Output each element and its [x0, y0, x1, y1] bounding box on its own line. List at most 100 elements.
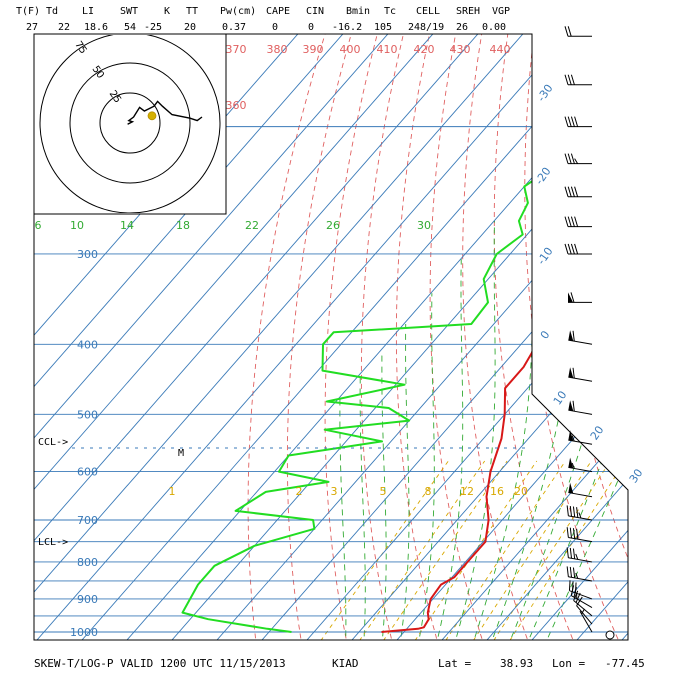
moist-adiabat-line: [435, 259, 464, 640]
dry-adiabat-line: [638, 15, 680, 648]
wetbulb-labels: 6 10 14 18 22 26 30: [35, 219, 432, 232]
pressure-label: 600: [77, 466, 98, 479]
moist-adiabat-line: [417, 293, 435, 640]
pressure-label: 1000: [70, 626, 98, 639]
mixing-ratio-label: 20: [514, 485, 528, 498]
footer-station: KIAD: [332, 657, 359, 670]
dry-adiabat-line: [286, 34, 358, 640]
dry-adiabat-line: [553, 34, 628, 640]
header-value: 26: [456, 22, 468, 33]
hodograph-ring: [99, 92, 161, 154]
isotherm-line: [152, 34, 628, 640]
moist-adiabat-line: [525, 126, 628, 640]
dry-adiabat-line: [395, 34, 440, 640]
header-value: 0: [308, 22, 314, 33]
hodograph-frame: [33, 33, 227, 215]
mixing-ratio-labels: 1 2 3 5 8 12 16 20: [169, 485, 529, 498]
theta-label: 380: [267, 43, 288, 56]
footer-lat: 38.93: [500, 657, 533, 670]
moist-adiabat-line: [359, 374, 366, 640]
theta-label: 440: [490, 43, 511, 56]
dry-adiabat-line: [524, 34, 623, 640]
wind-barb: [568, 330, 593, 345]
wind-barbs: [564, 26, 615, 640]
wind-barb: [566, 547, 593, 563]
isotherm-label: -10: [535, 245, 556, 267]
dry-adiabat-line: [360, 34, 409, 640]
isotherm-line: [557, 34, 628, 640]
isotherm-label: -30: [535, 82, 556, 104]
isotherm-label: -20: [533, 165, 554, 187]
pressure-labels: 1000 900 800 700 600 500 400 300: [70, 248, 98, 639]
dewpoint-profile: [181, 36, 569, 633]
dry-adiabat-line: [664, 15, 680, 648]
hodograph-line: [127, 100, 203, 125]
dry-adiabat-line: [582, 34, 628, 640]
header-label: SREH: [456, 6, 480, 17]
wind-barb: [568, 482, 593, 498]
header-label: Tc: [384, 6, 396, 17]
mixing-ratio-label: 12: [460, 485, 474, 498]
wind-barb: [566, 566, 593, 582]
pressure-label: 800: [77, 556, 98, 569]
wind-barb: [566, 527, 593, 543]
pressure-label: 700: [77, 514, 98, 527]
isotherm-line: [332, 34, 628, 640]
header-label: T(F): [16, 6, 40, 17]
mixing-ratio-line: [378, 460, 508, 640]
header-value: 0: [272, 22, 278, 33]
theta-label: 370: [226, 43, 247, 56]
wetbulb-label: 22: [245, 219, 259, 232]
theta-label: 430: [450, 43, 471, 56]
plot-frame: [33, 33, 629, 641]
header-value: 248/19: [408, 22, 444, 33]
wetbulb-label: 10: [70, 219, 84, 232]
isotherm-label: 0: [538, 328, 553, 341]
theta-labels: 370 380 390 400 410 420 430 440 360: [226, 43, 511, 112]
mixing-ratio-label: 16: [490, 485, 504, 498]
isotherm-line: [512, 34, 628, 640]
moist-adiabat-line: [507, 126, 628, 640]
header-labels: T(F) Td LI SWT K TT Pw(cm) CAPE CIN Bmin Tc CELL SRE…: [16, 6, 510, 17]
m-marker: M: [178, 448, 184, 459]
moist-adiabat-line: [453, 220, 496, 640]
header-label: Td: [46, 6, 58, 17]
pressure-label: 400: [77, 338, 98, 351]
dry-adiabat-line: [324, 34, 383, 640]
wind-barb: [576, 596, 593, 625]
dry-adiabats: [247, 15, 680, 648]
isotherm-line: [648, 0, 680, 662]
pressure-label: 500: [77, 408, 98, 421]
theta-label: 390: [303, 43, 324, 56]
isotherm-line: [467, 34, 628, 640]
dry-adiabat-line: [462, 34, 531, 640]
mixing-ratio-label: 3: [331, 485, 338, 498]
wind-barb: [568, 367, 593, 382]
wetbulb-label: 14: [120, 219, 134, 232]
surface-wind-circle: [605, 630, 615, 640]
footer-lon: -77.45: [605, 657, 645, 670]
dry-adiabat-line: [610, 34, 628, 640]
header-value: 105: [374, 22, 392, 33]
wind-barb: [564, 186, 592, 198]
theta-label: 360: [226, 99, 247, 112]
mixing-ratio-label: 8: [425, 485, 432, 498]
hodograph-rings: [39, 35, 221, 213]
moist-adiabat-line: [381, 351, 387, 640]
moist-adiabat-line: [471, 177, 534, 640]
mixing-ratio-line: [410, 460, 538, 640]
isotherm-line: [377, 34, 628, 640]
isotherm-line: [242, 34, 628, 640]
isotherm-line: [602, 34, 628, 640]
wind-barb: [568, 292, 592, 303]
isotherm-line: [107, 34, 628, 640]
header-label: CIN: [306, 6, 324, 17]
footer-title: SKEW-T/LOG-P VALID 1200 UTC 11/15/2013: [34, 657, 286, 670]
wind-barb: [570, 585, 593, 608]
wind-barb: [564, 216, 592, 228]
footer-lon-label: Lon =: [552, 657, 585, 670]
wind-barb: [568, 430, 593, 445]
wetbulb-label: 6: [35, 219, 42, 232]
header-value: -16.2: [332, 22, 362, 33]
